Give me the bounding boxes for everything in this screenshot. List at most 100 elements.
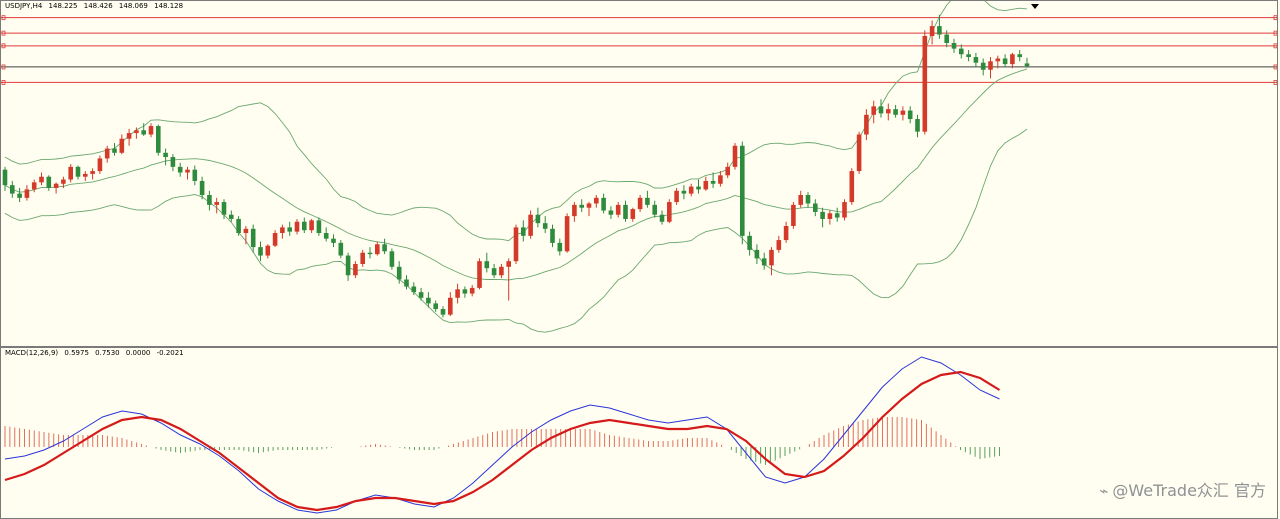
candle-body — [951, 43, 957, 49]
candle-body — [229, 214, 234, 219]
candle-body — [820, 211, 825, 219]
candle-body — [404, 279, 409, 287]
candle-body — [112, 148, 117, 153]
candle-body — [535, 214, 541, 224]
candle-body — [199, 180, 205, 196]
candle-body — [396, 266, 402, 280]
candle-body — [550, 228, 555, 243]
candle-body — [871, 106, 876, 115]
candle-body — [338, 242, 344, 256]
candle-body — [287, 227, 292, 232]
candle-body — [345, 255, 351, 276]
level-anchor-marker — [1273, 80, 1277, 85]
candle-body — [827, 213, 833, 219]
candle-body — [849, 171, 855, 203]
candle-body — [907, 110, 913, 120]
candle-body — [440, 309, 446, 315]
candle-body — [944, 34, 949, 44]
candle-body — [878, 106, 884, 114]
candle-body — [813, 203, 818, 212]
link-icon: ⌁ — [1099, 482, 1109, 500]
candle-body — [980, 62, 986, 70]
candle-body — [769, 249, 774, 266]
candle-body — [667, 202, 672, 222]
candle-body — [718, 175, 723, 184]
candle-body — [703, 180, 709, 190]
macd-label: MACD(12,26,9) — [5, 349, 59, 357]
candle-body — [615, 204, 621, 215]
zero-value: 0.0000 — [125, 349, 151, 357]
candle-body — [776, 240, 782, 250]
candle-body — [805, 195, 811, 204]
candle-body — [243, 228, 249, 234]
price-panel[interactable]: USDJPY,H4 148.225 148.426 148.069 148.12… — [0, 0, 1278, 347]
candle-body — [710, 180, 716, 184]
low-value: 148.069 — [118, 2, 148, 10]
candle-body — [594, 197, 599, 204]
candle-body — [119, 138, 125, 153]
candle-body — [1024, 63, 1030, 67]
candle-body — [542, 223, 548, 229]
candle-body — [75, 166, 81, 177]
candle-body — [389, 251, 395, 267]
macd-value: 0.5975 — [64, 349, 89, 357]
candle-body — [134, 130, 139, 134]
candle-body — [761, 258, 767, 266]
macd-panel[interactable]: MACD(12,26,9) 0.5975 0.7530 0.0000 -0.20… — [0, 347, 1278, 519]
candle-body — [375, 244, 380, 255]
candle-body — [177, 166, 183, 173]
candle-body — [192, 169, 198, 181]
candle-body — [740, 145, 745, 236]
candle-body — [959, 48, 964, 55]
candle-body — [294, 221, 300, 232]
candle-body — [382, 244, 387, 252]
macd-header: MACD(12,26,9) 0.5975 0.7530 0.0000 -0.20… — [5, 349, 188, 357]
open-value: 148.225 — [48, 2, 78, 10]
candle-body — [696, 186, 701, 190]
candle-body — [886, 109, 891, 114]
price-chart[interactable] — [1, 1, 1278, 347]
level-anchor-marker — [1, 15, 6, 21]
candle-body — [681, 190, 687, 194]
candle-body — [856, 134, 862, 172]
candle-body — [31, 182, 37, 190]
macd-chart[interactable] — [1, 348, 1278, 519]
candle-body — [462, 289, 468, 294]
candle-body — [214, 202, 219, 205]
candle-body — [170, 157, 176, 167]
candle-body — [798, 195, 803, 205]
candle-body — [236, 218, 241, 234]
candle-body — [725, 166, 730, 176]
candle-body — [506, 261, 511, 267]
candle-body — [418, 292, 424, 298]
candle-body — [937, 26, 942, 35]
bollinger-lower-band — [4, 128, 1028, 333]
candle-body — [864, 114, 869, 135]
candle-body — [433, 303, 438, 310]
current-bar-arrow-icon — [1031, 4, 1039, 9]
candle-body — [601, 197, 606, 211]
close-value: 148.128 — [154, 2, 184, 10]
candle-body — [360, 252, 365, 264]
high-value: 148.426 — [83, 2, 113, 10]
candle-body — [915, 119, 920, 132]
candle-body — [528, 214, 533, 236]
candle-body — [893, 109, 898, 115]
candle-body — [367, 252, 373, 255]
candle-body — [1017, 54, 1022, 58]
candle-body — [90, 171, 95, 174]
candle-body — [10, 185, 15, 194]
level-anchor-marker — [1, 30, 6, 36]
candle-body — [900, 110, 906, 115]
candle-body — [309, 220, 314, 231]
candle-body — [572, 204, 577, 217]
candle-body — [2, 169, 8, 186]
candle-body — [623, 204, 628, 219]
candle-body — [688, 186, 694, 194]
candle-body — [674, 190, 679, 203]
candle-body — [586, 203, 592, 208]
candle-body — [652, 204, 657, 215]
watermark: ⌁ @WeTrade众汇 官方 — [1099, 477, 1266, 501]
candle-body — [46, 176, 52, 188]
candle-body — [754, 249, 760, 259]
